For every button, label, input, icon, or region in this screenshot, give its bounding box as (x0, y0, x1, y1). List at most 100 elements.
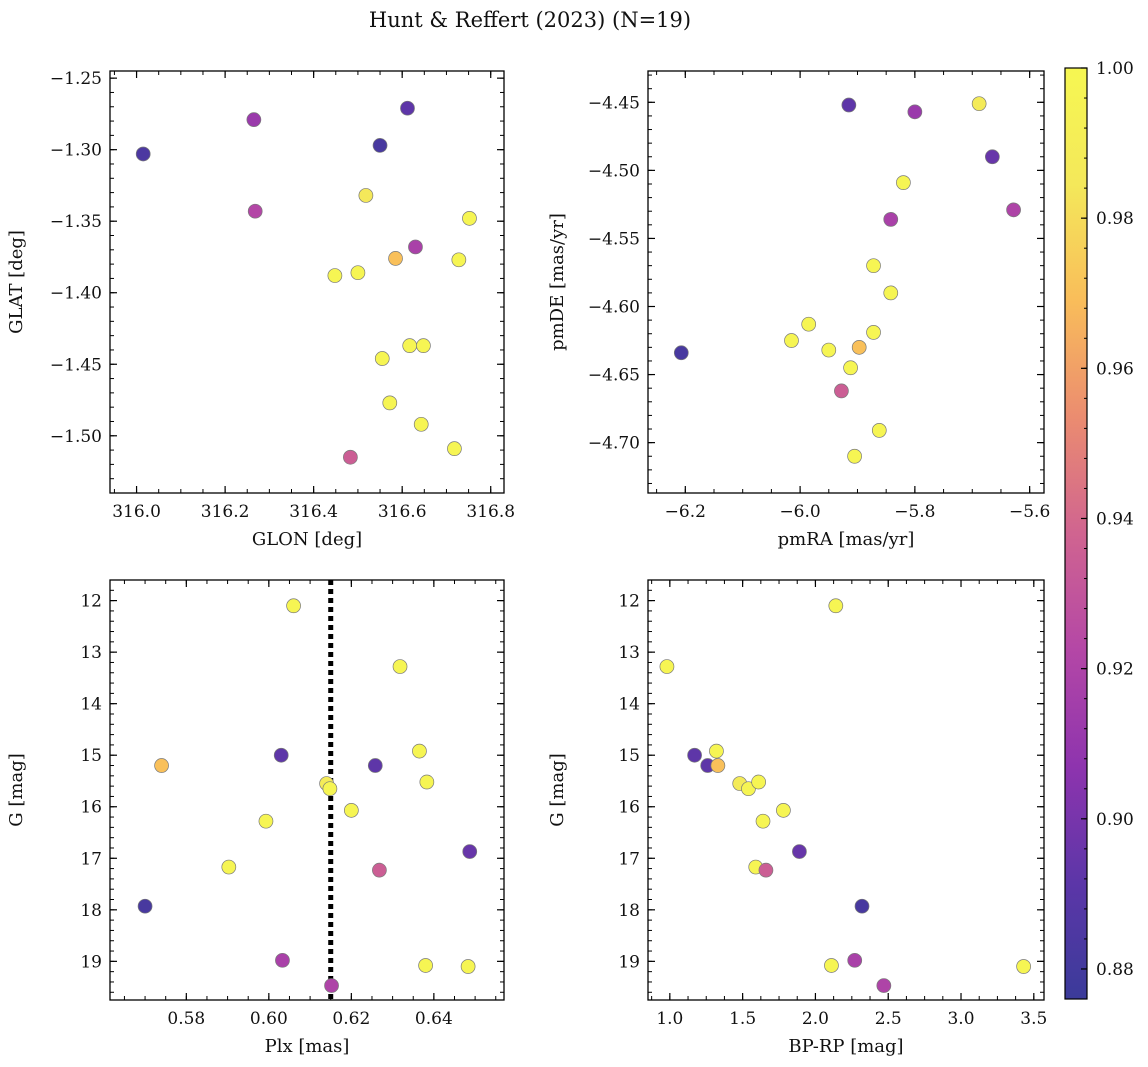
data-point (412, 743, 427, 759)
x-tick-label: 2.0 (802, 1009, 829, 1029)
data-point (388, 251, 403, 266)
data-point (847, 448, 862, 464)
y-tick-label: −4.65 (588, 366, 640, 386)
data-point (801, 316, 817, 332)
data-point (460, 959, 476, 974)
x-tick-label: 0.62 (332, 1009, 370, 1029)
data-point (350, 265, 366, 281)
x-axis-label: Plx [mas] (265, 1036, 350, 1057)
x-tick-label: 0.60 (250, 1009, 288, 1029)
data-point (792, 844, 807, 859)
data-point (419, 774, 435, 790)
x-tick-label: 3.0 (947, 1009, 974, 1029)
y-tick-label: 15 (80, 746, 102, 766)
x-axis-label: pmRA [mas/yr] (778, 529, 915, 550)
data-point (258, 813, 274, 829)
x-tick-label: −5.8 (894, 502, 935, 522)
panel-glon-glat: 316.0 316.2 316.4 316.6 316.8 −1.25 −1.30 −1.35… (6, 69, 515, 550)
y-axis-label: pmDE [mas/yr] (547, 213, 568, 351)
data-point (883, 212, 899, 227)
data-point (843, 360, 858, 376)
colorbar-tick-label: 0.88 (1096, 960, 1134, 980)
y-tick-label: 18 (618, 901, 640, 921)
y-tick-label: 14 (618, 695, 640, 715)
data-point (871, 423, 887, 438)
y-tick-label: −1.40 (50, 284, 102, 304)
data-point (275, 952, 290, 968)
data-point (247, 203, 263, 219)
data-point (327, 268, 343, 283)
y-tick-label: −1.35 (50, 212, 102, 232)
data-point (971, 96, 987, 112)
data-point (751, 774, 766, 790)
data-point (221, 859, 237, 875)
x-tick-label: −6.2 (665, 502, 706, 522)
x-tick-label: 0.58 (167, 1009, 205, 1029)
data-point (659, 659, 675, 674)
data-point (413, 416, 429, 432)
colorbar-tick-label: 0.96 (1096, 359, 1134, 379)
data-point (984, 149, 1000, 165)
panel-plx-g: 0.58 0.60 0.62 0.64 12 13 14 15 16 17 18 19 Plx [mas… (6, 579, 505, 1057)
panel-cmd: 1.0 1.5 2.0 2.5 3.0 3.5 12 13 14 15 16 17 18 19 BP-RP … (547, 579, 1047, 1057)
data-point (847, 952, 863, 968)
y-tick-label: −4.60 (588, 298, 640, 318)
y-tick-label: 18 (80, 901, 102, 921)
y-tick-label: −4.50 (588, 161, 640, 181)
data-point (451, 252, 467, 268)
data-point (154, 758, 169, 773)
y-tick-label: 12 (618, 592, 640, 612)
data-point (687, 747, 702, 763)
data-point (408, 239, 423, 255)
data-point (784, 333, 799, 348)
data-point (821, 342, 837, 358)
data-point (883, 285, 899, 301)
y-tick-label: −1.30 (50, 141, 102, 161)
data-point (374, 351, 390, 366)
axes-frame (647, 70, 1045, 494)
data-point (673, 345, 689, 361)
y-tick-label: −4.45 (588, 93, 640, 113)
colorbar-tick-label: 0.92 (1096, 660, 1134, 680)
y-tick-label: −4.55 (588, 229, 640, 249)
y-tick-label: −4.70 (588, 434, 640, 454)
x-tick-label: −6.0 (779, 502, 820, 522)
data-point (462, 210, 477, 226)
data-point (834, 383, 849, 399)
data-point (418, 958, 433, 973)
y-tick-label: 16 (80, 798, 102, 818)
data-point (896, 175, 911, 190)
data-point (907, 104, 923, 120)
data-point (876, 978, 892, 993)
data-point (824, 958, 839, 973)
y-tick-label: −1.45 (50, 355, 102, 375)
colorbar-tick-label: 1.00 (1096, 59, 1134, 79)
y-axis-label: G [mag] (547, 753, 568, 826)
data-point (382, 395, 398, 411)
data-point (851, 339, 867, 355)
axes-frame (109, 579, 505, 1001)
data-point (854, 898, 870, 914)
x-axis-label: GLON [deg] (252, 529, 362, 550)
data-point (462, 844, 478, 859)
data-point (392, 659, 408, 674)
data-point (841, 97, 857, 113)
data-point (866, 325, 881, 340)
x-tick-label: −5.6 (1009, 502, 1050, 522)
axes-frame (109, 70, 505, 494)
data-point (866, 258, 881, 274)
data-point (367, 758, 383, 773)
x-tick-label: 316.4 (289, 502, 338, 522)
data-point (755, 813, 771, 829)
data-point (344, 803, 359, 818)
data-point (400, 100, 415, 116)
data-point (343, 449, 358, 465)
colorbar-gradient (1064, 67, 1088, 1000)
x-tick-label: 316.8 (466, 502, 515, 522)
data-point (372, 862, 387, 878)
data-point (741, 781, 756, 797)
data-point (416, 338, 431, 354)
panel-pm: −6.2 −6.0 −5.8 −5.6 −4.45 −4.50 −4.55 −4.60 −4.6… (547, 70, 1050, 550)
data-point (273, 747, 289, 763)
